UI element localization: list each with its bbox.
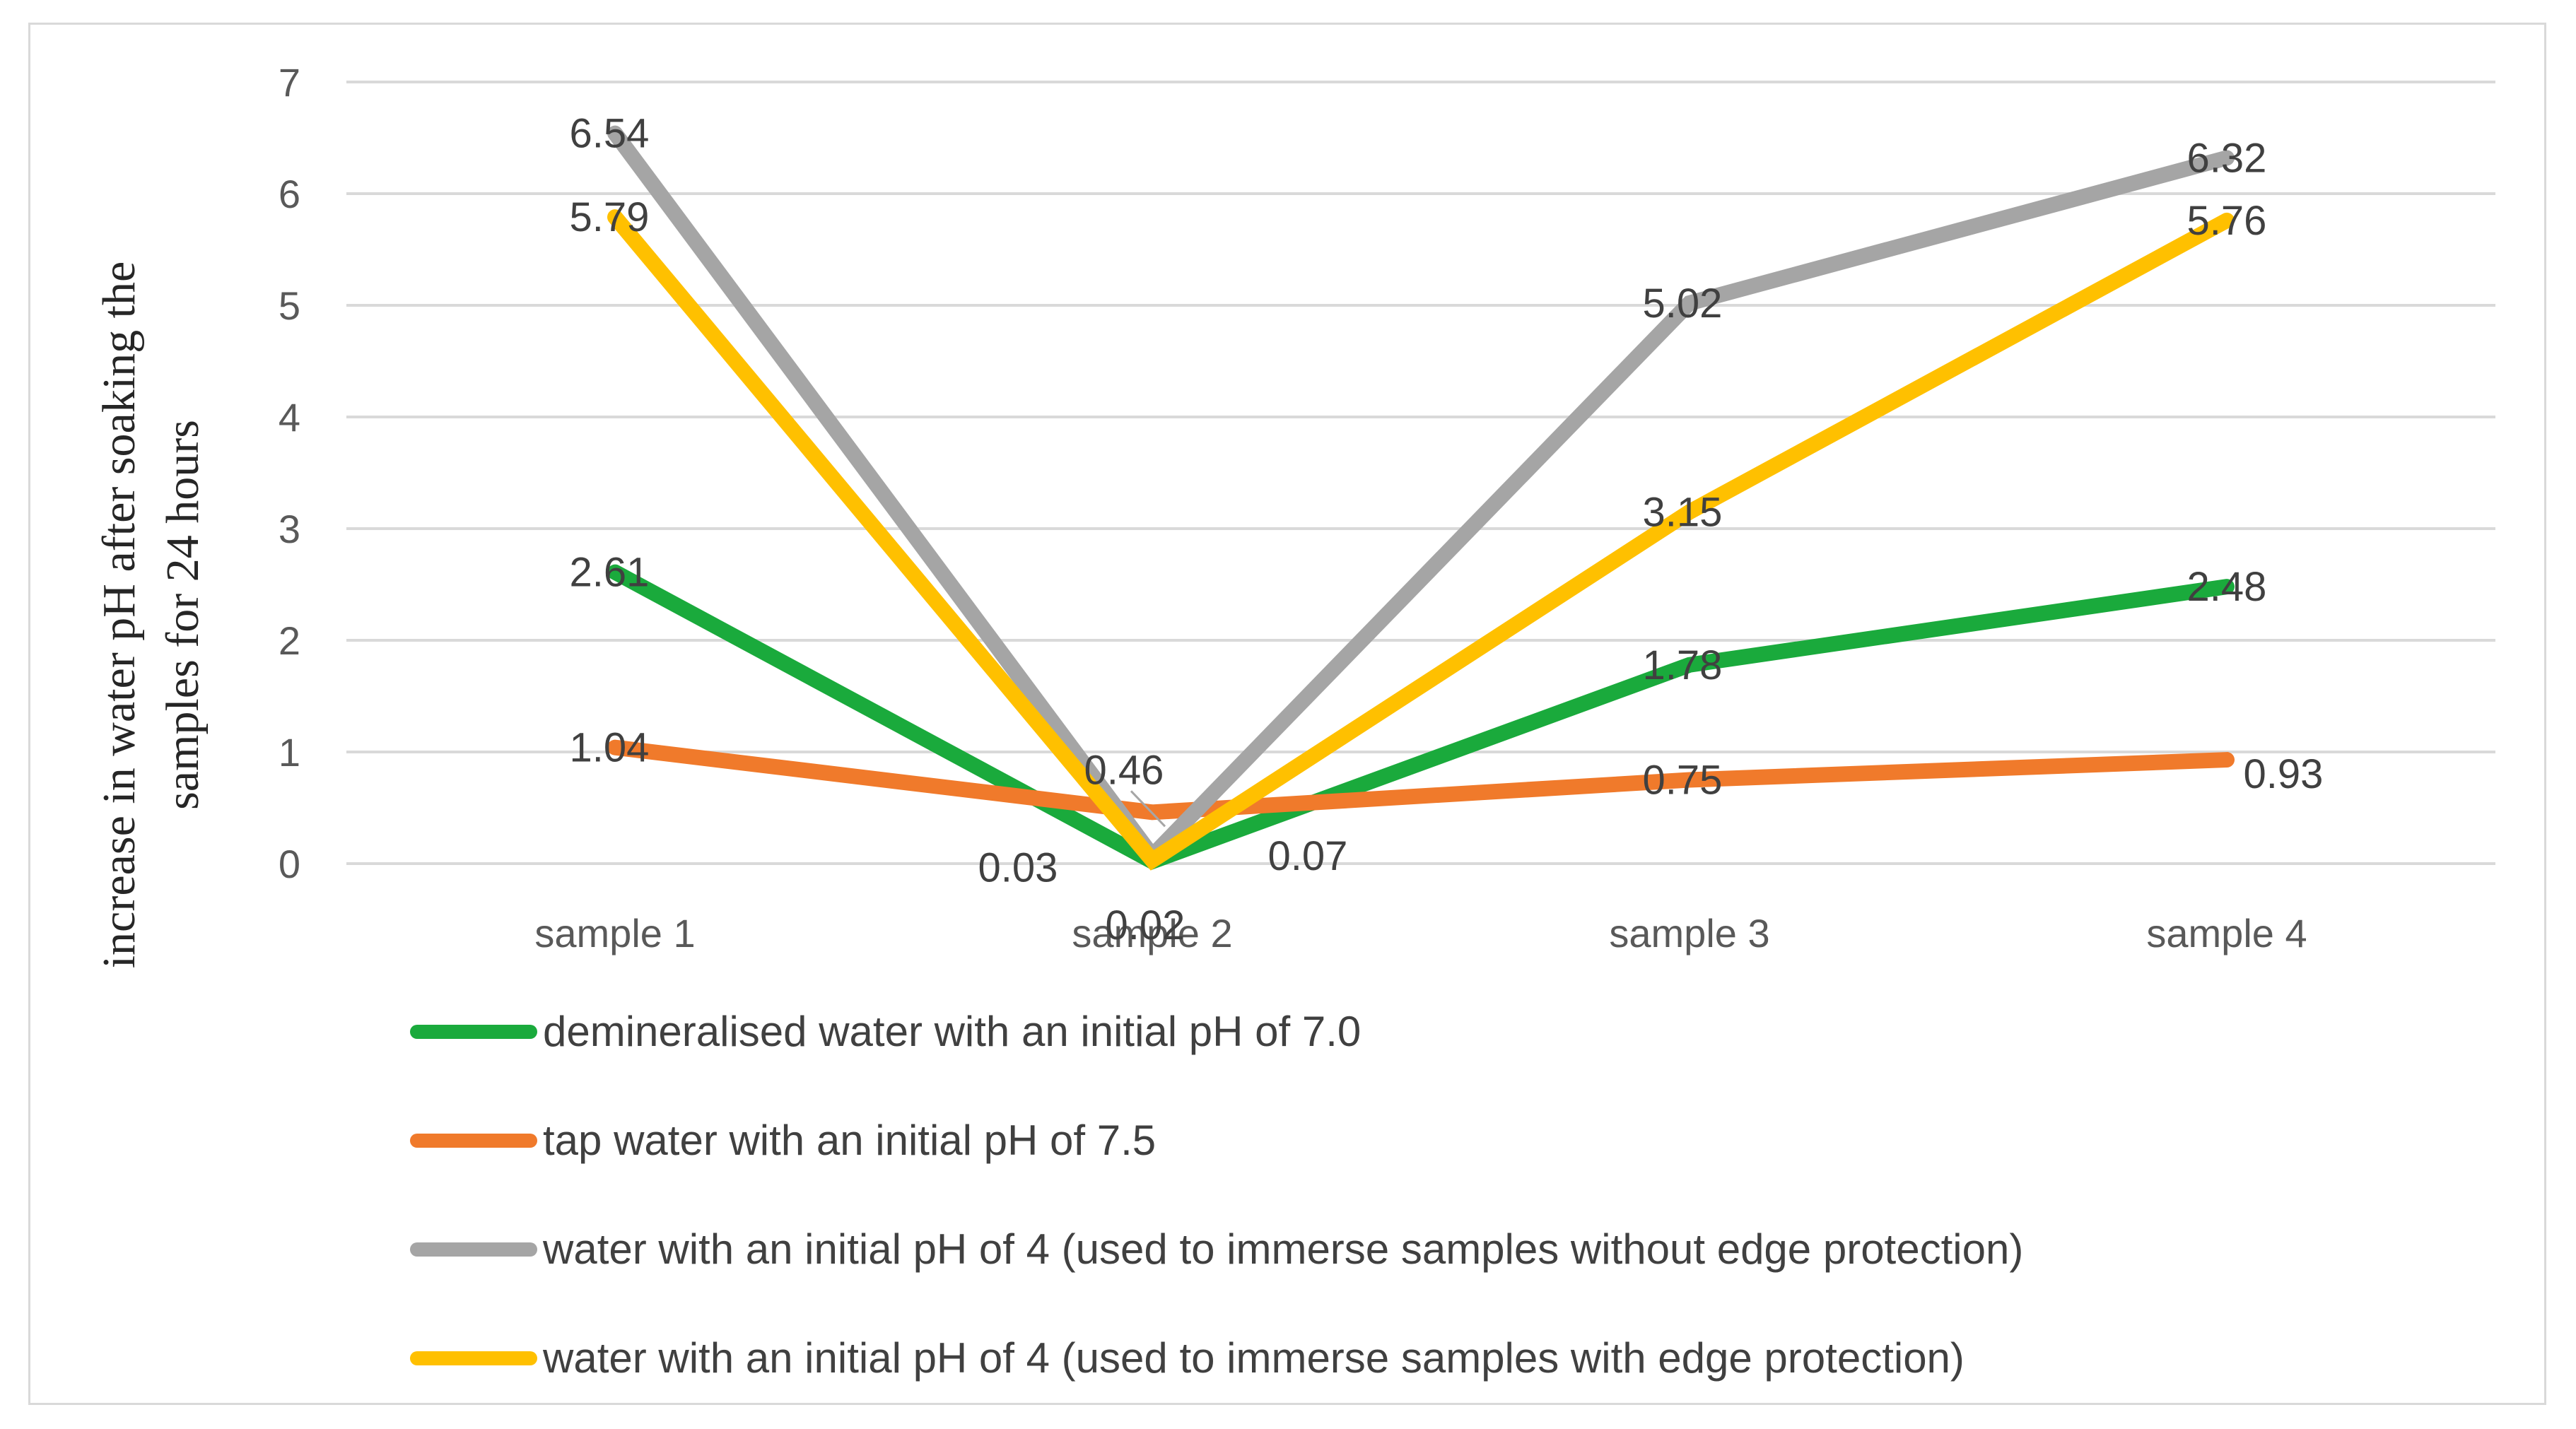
x-tick-label: sample 3 xyxy=(1609,911,1769,955)
x-tick-label: sample 1 xyxy=(534,911,695,955)
data-labels: 2.61 0.02 1.78 2.48 1.04 0.46 0.75 0.93 6.54 0.07… xyxy=(570,111,2324,948)
data-label: 2.48 xyxy=(2187,564,2267,610)
leader-line xyxy=(1130,790,1166,828)
y-tick-label: 3 xyxy=(279,507,300,551)
y-axis-title: increase in water pH after soaking the sa… xyxy=(93,261,209,969)
data-label: 5.02 xyxy=(1643,281,1723,327)
data-label: 0.93 xyxy=(2244,751,2324,797)
y-tick-label: 4 xyxy=(279,395,300,440)
gridlines xyxy=(346,81,2495,865)
series-line-1 xyxy=(607,564,2235,870)
chart-frame xyxy=(28,23,2546,1405)
legend-label: water with an initial pH of 4 (used to i… xyxy=(542,1225,2023,1273)
data-label: 0.46 xyxy=(1084,747,1164,793)
data-label: 0.02 xyxy=(1106,902,1185,948)
series-lines xyxy=(607,125,2235,871)
data-label: 0.07 xyxy=(1268,833,1348,879)
y-tick-label: 6 xyxy=(279,172,300,216)
y-tick-label: 1 xyxy=(279,730,300,775)
legend-label: tap water with an initial pH of 7.5 xyxy=(543,1117,1156,1164)
data-label: 5.76 xyxy=(2187,198,2267,244)
data-label: 6.32 xyxy=(2187,135,2267,181)
y-tick-label: 5 xyxy=(279,283,300,328)
legend-label: water with an initial pH of 4 (used to i… xyxy=(542,1334,1965,1382)
x-tick-label: sample 4 xyxy=(2146,911,2307,955)
legend-label: demineralised water with an initial pH o… xyxy=(543,1008,1361,1055)
series-line-2 xyxy=(607,739,2235,821)
x-axis-ticks: sample 1 sample 2 sample 3 sample 4 xyxy=(534,911,2307,955)
data-label: 0.03 xyxy=(978,845,1058,890)
data-label: 1.78 xyxy=(1643,642,1723,688)
y-tick-label: 0 xyxy=(279,842,300,886)
legend: demineralised water with an initial pH o… xyxy=(410,1008,2023,1382)
y-tick-label: 2 xyxy=(279,618,300,663)
series-line-4 xyxy=(607,209,2235,871)
data-label: 6.54 xyxy=(570,111,650,157)
y-tick-label: 7 xyxy=(279,60,300,105)
data-label: 0.75 xyxy=(1643,758,1723,804)
data-label: 1.04 xyxy=(570,725,650,771)
x-tick-label: sample 2 xyxy=(1072,911,1232,955)
series-line-3 xyxy=(607,125,2235,868)
y-axis-ticks: 0 1 2 3 4 5 6 7 xyxy=(279,60,300,886)
data-label: 2.61 xyxy=(570,550,650,596)
data-label: 5.79 xyxy=(570,194,650,240)
data-label: 3.15 xyxy=(1643,489,1723,535)
